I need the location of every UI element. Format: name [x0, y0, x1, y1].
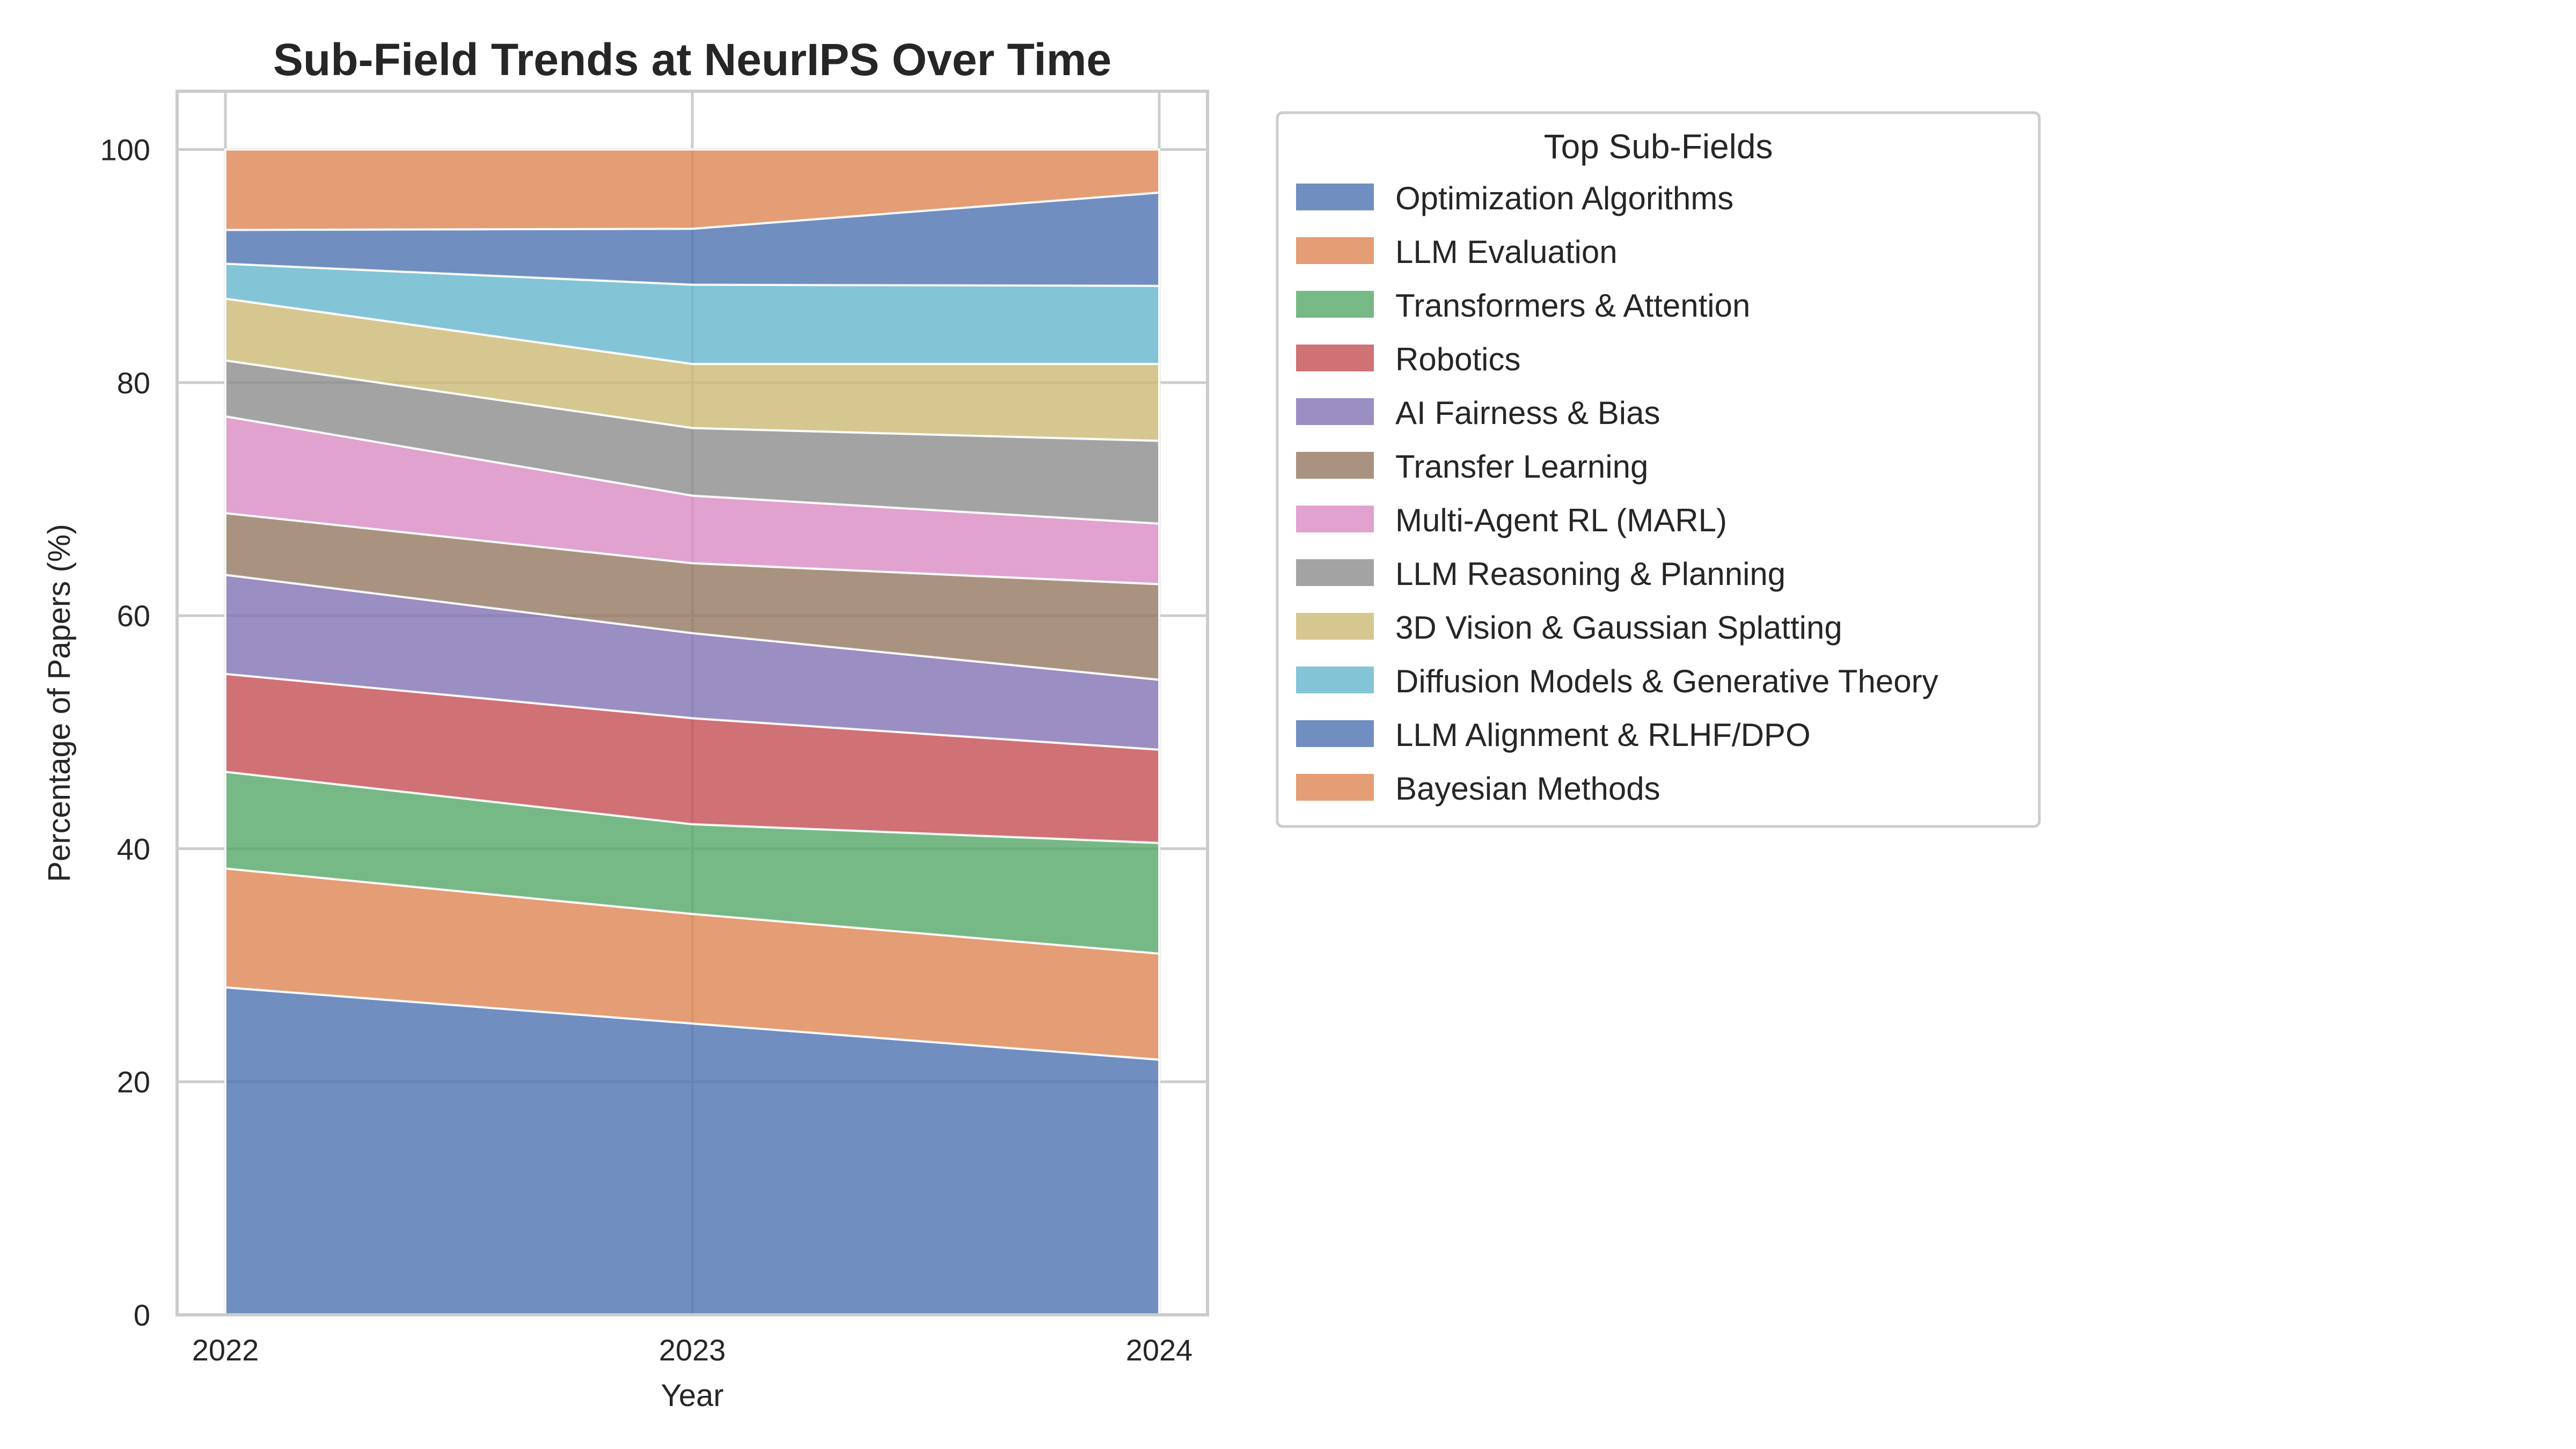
y-tick-label: 100: [100, 133, 150, 167]
legend-box: [1276, 111, 2041, 828]
legend-swatch: [1296, 291, 1374, 318]
legend-swatch: [1296, 398, 1374, 425]
legend-swatch: [1296, 774, 1374, 801]
area-layers: [224, 148, 1160, 1316]
legend-label: LLM Alignment & RLHF/DPO: [1395, 717, 1811, 753]
legend-label: Transfer Learning: [1395, 449, 1648, 485]
legend-swatch: [1296, 559, 1374, 586]
legend-swatch: [1296, 720, 1374, 747]
y-axis-label: Percentage of Papers (%): [42, 524, 77, 882]
legend-label: LLM Evaluation: [1395, 234, 1618, 270]
legend-label: Optimization Algorithms: [1395, 180, 1733, 216]
y-tick-label: 80: [117, 366, 150, 400]
y-tick-label: 20: [117, 1065, 150, 1099]
area-series-12: [224, 148, 1160, 231]
legend-swatch: [1296, 237, 1374, 264]
x-tick-label: 2023: [659, 1333, 726, 1367]
legend-label: Bayesian Methods: [1395, 771, 1660, 807]
legend-swatch: [1296, 452, 1374, 479]
legend-label: Transformers & Attention: [1395, 288, 1750, 324]
y-tick-label: 0: [134, 1298, 150, 1332]
x-tick-label: 2022: [192, 1333, 259, 1367]
legend-items: Optimization Algorithms LLM Evaluation Tra…: [1296, 180, 1938, 807]
x-tick-label: 2024: [1126, 1333, 1193, 1367]
plot-frame: [175, 90, 1209, 1316]
y-tick-label: 60: [117, 599, 150, 633]
y-tick-label: 40: [117, 832, 150, 866]
x-axis-label: Year: [661, 1378, 723, 1413]
legend-label: AI Fairness & Bias: [1395, 395, 1660, 431]
y-tick-labels: 0 20 40 60 80 100: [100, 133, 150, 1332]
legend-label: Multi-Agent RL (MARL): [1395, 502, 1727, 538]
legend-swatch: [1296, 184, 1374, 210]
x-tick-labels: 2022 2023 2024: [192, 1333, 1193, 1367]
legend-swatch: [1296, 613, 1374, 640]
legend-swatch: [1296, 345, 1374, 371]
legend-label: 3D Vision & Gaussian Splatting: [1395, 610, 1842, 646]
legend: Top Sub-Fields Optimization Algorithms LL…: [1276, 111, 2041, 828]
legend-label: LLM Reasoning & Planning: [1395, 556, 1785, 592]
legend-swatch: [1296, 667, 1374, 693]
legend-label: Robotics: [1395, 341, 1520, 377]
legend-label: Diffusion Models & Generative Theory: [1395, 663, 1938, 699]
chart-title: Sub-Field Trends at NeurIPS Over Time: [273, 34, 1111, 85]
legend-swatch: [1296, 506, 1374, 532]
legend-title: Top Sub-Fields: [1544, 127, 1773, 166]
